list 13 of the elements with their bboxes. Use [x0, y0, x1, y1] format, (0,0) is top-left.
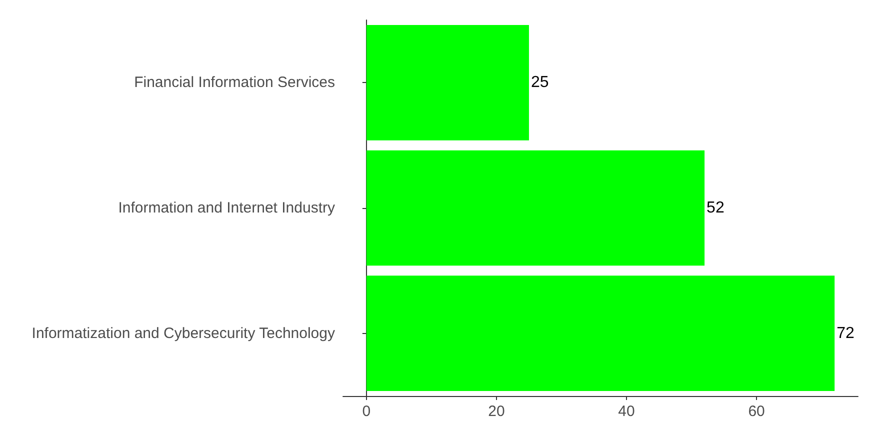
bar: [366, 150, 705, 266]
y-tick-label: Financial Information Services: [134, 74, 335, 92]
y-tick-label: Information and Internet Industry: [118, 200, 336, 216]
x-tick-label: 60: [748, 403, 765, 420]
bar: [366, 276, 835, 391]
data-label: 52: [706, 200, 724, 216]
data-label: 72: [836, 324, 854, 342]
bar: [366, 25, 529, 140]
y-tick-label: Informatization and Cybersecurity Technology: [32, 324, 336, 342]
data-label: 25: [530, 74, 549, 92]
x-tick-label: 20: [488, 403, 505, 420]
x-tick-label: 40: [618, 403, 635, 420]
x-tick-label: 0: [362, 403, 371, 420]
